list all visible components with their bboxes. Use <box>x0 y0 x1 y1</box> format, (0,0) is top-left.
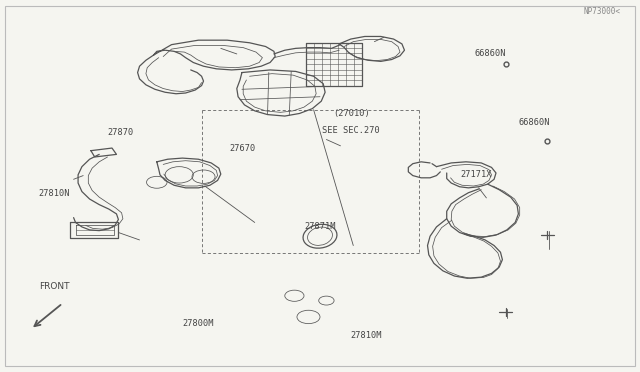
Text: 27810M: 27810M <box>351 331 382 340</box>
Text: (27010): (27010) <box>333 109 369 118</box>
Text: 27871M: 27871M <box>304 222 335 231</box>
Text: FRONT: FRONT <box>39 282 70 291</box>
Text: 27171X: 27171X <box>461 170 492 179</box>
Text: NP73000<: NP73000< <box>584 7 621 16</box>
Text: 66860N: 66860N <box>518 118 550 127</box>
Text: 27800M: 27800M <box>182 319 214 328</box>
Text: 27810N: 27810N <box>38 189 70 198</box>
Text: 27870: 27870 <box>108 128 134 137</box>
Text: SEE SEC.270: SEE SEC.270 <box>322 126 380 135</box>
Text: 66860N: 66860N <box>475 49 506 58</box>
Text: 27670: 27670 <box>229 144 255 153</box>
